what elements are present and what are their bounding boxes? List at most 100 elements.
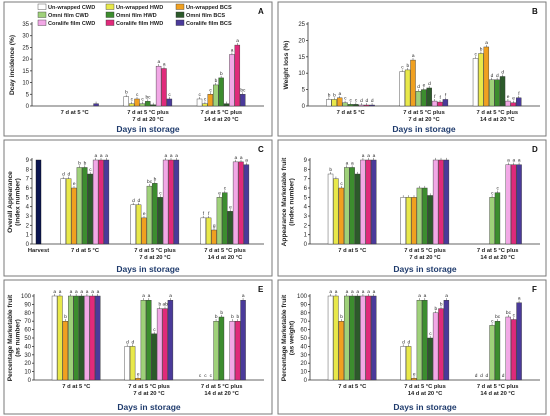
bar-f-g0-s8 — [371, 295, 377, 381]
significance-letter: a — [231, 48, 234, 53]
significance-letter: a — [373, 290, 376, 295]
panel-letter: F — [532, 285, 537, 294]
bar-e-g1-s4 — [146, 300, 152, 381]
significance-letter: d — [366, 98, 369, 104]
bar-d-g1-s4 — [422, 187, 428, 245]
significance-letter: c — [355, 98, 358, 103]
bar-f-g2-s7 — [510, 319, 517, 381]
significance-letter: b — [328, 92, 331, 98]
bar-e-g2-s4 — [218, 316, 225, 381]
significance-letter: a — [236, 39, 239, 44]
significance-letter: f — [445, 92, 447, 98]
y-axis-title: Weight loss (%) — [283, 41, 290, 90]
bar-c-g0-s6 — [92, 159, 99, 245]
panel-frame — [3, 139, 273, 277]
bar-f-g2-s4 — [494, 321, 501, 381]
significance-letter: c — [491, 191, 494, 196]
bar-e-g0-s2 — [62, 321, 69, 381]
panel-frame — [3, 1, 273, 137]
bar-a-g1-s8 — [166, 98, 173, 107]
bar-f-g0-s7 — [365, 295, 372, 381]
bar-b-g0-s3 — [342, 102, 348, 107]
y-tick-label: 15 — [22, 69, 29, 75]
x-tick-label: 7 d at 5 °C plus 14 d at 20 °C — [201, 384, 243, 397]
bar-e-g1-s2 — [135, 378, 141, 381]
bar-f-g0-s1 — [333, 295, 339, 381]
bar-a-g0-s8 — [93, 103, 99, 107]
bar-c-g2-s5 — [227, 211, 233, 245]
legend-entry: Un-wrapped CWD — [48, 5, 95, 11]
bar-d-g0-s3 — [344, 167, 350, 245]
significance-letter: b — [64, 314, 67, 320]
bar-a-g2-s3 — [213, 84, 219, 107]
significance-letter: a — [507, 159, 510, 164]
y-tick-label: 1 — [26, 233, 30, 239]
significance-letter: d — [502, 373, 505, 379]
significance-letter: a — [59, 290, 62, 295]
bar-a-g1-s0 — [123, 96, 129, 107]
bar-d-g0-s5 — [354, 173, 361, 245]
bar-e-g1-s5 — [151, 333, 157, 381]
significance-letter: e — [507, 95, 510, 100]
significance-letter: a — [170, 154, 173, 159]
panel-b: B 0 5 10 15 20 25 Weight loss (%) Days in storag… — [277, 1, 547, 137]
bar-e-g1-s8 — [167, 300, 174, 381]
y-tick-label: 50 — [24, 336, 31, 342]
legend-swatch — [175, 11, 185, 18]
legend-swatch — [37, 11, 47, 18]
significance-letter: f — [203, 211, 205, 217]
significance-letter: c — [168, 93, 171, 98]
x-tick-label: 7 d at 5 °C plus 7 d at 20 °C — [134, 248, 176, 261]
x-axis-title: Days in storage — [117, 402, 181, 412]
significance-letter: a — [351, 290, 354, 295]
y-tick-label: 0 — [28, 378, 32, 384]
significance-letter: a — [346, 290, 349, 295]
bar-e-g0-s3 — [68, 295, 74, 381]
x-tick-label: 7 d at 5 °C — [62, 384, 91, 390]
y-tick-label: 100 — [21, 294, 32, 300]
significance-letter: a — [91, 290, 94, 295]
significance-letter: c — [136, 93, 139, 98]
significance-letter: a — [164, 154, 167, 159]
bar-b-g1-s7 — [437, 101, 443, 107]
significance-letter: a — [445, 294, 448, 299]
bar-b-g2-s5 — [499, 76, 506, 107]
x-axis-title: Days in storage — [116, 124, 180, 134]
bar-a-g1-s1 — [128, 103, 135, 107]
bar-e-g0-s1 — [57, 295, 63, 381]
significance-letter: b — [329, 167, 332, 173]
significance-letter: c — [89, 168, 92, 173]
significance-letter: d — [62, 172, 65, 178]
legend-entry: Coralife film HWD — [116, 21, 163, 27]
bar-c-g0-s1 — [65, 178, 72, 245]
significance-letter: b — [340, 314, 343, 320]
bar-f-g1-s1 — [405, 346, 412, 381]
y-tick-label: 20 — [298, 38, 305, 44]
significance-letter: c — [475, 52, 478, 57]
x-tick-label: 7 d at 5 °C — [337, 110, 366, 116]
panel-a: A 0 5 10 15 20 25 30 35 Dcay incidence (%) Days in… — [3, 1, 273, 137]
bar-c-g2-s6 — [232, 161, 239, 245]
significance-letter: c — [401, 66, 404, 71]
bar-e-g0-s8 — [95, 295, 101, 381]
legend-swatch — [175, 19, 185, 26]
bar-c-g1-s7 — [168, 159, 174, 245]
significance-letter: c — [224, 187, 227, 192]
significance-letter: b — [125, 90, 128, 96]
y-tick-label: 5 — [26, 195, 30, 201]
bar-e-g2-s7 — [234, 321, 241, 381]
legend-entry: Omni film CWD — [48, 13, 89, 19]
significance-letter: c — [349, 98, 352, 103]
bar-e-g0-s7 — [89, 295, 96, 381]
bar-c-g1-s8 — [173, 159, 180, 245]
significance-letter: g — [213, 224, 216, 229]
bar-b-g2-s0 — [472, 58, 479, 107]
y-tick-label: 3 — [304, 214, 308, 220]
significance-letter: d — [475, 373, 478, 379]
y-axis-title: Overall Appearance(index number) — [7, 171, 22, 233]
bar-e-g1-s3 — [140, 300, 147, 381]
bar-f-g1-s5 — [427, 337, 433, 381]
significance-letter: a — [485, 41, 488, 46]
y-tick-label: 2 — [304, 223, 308, 229]
